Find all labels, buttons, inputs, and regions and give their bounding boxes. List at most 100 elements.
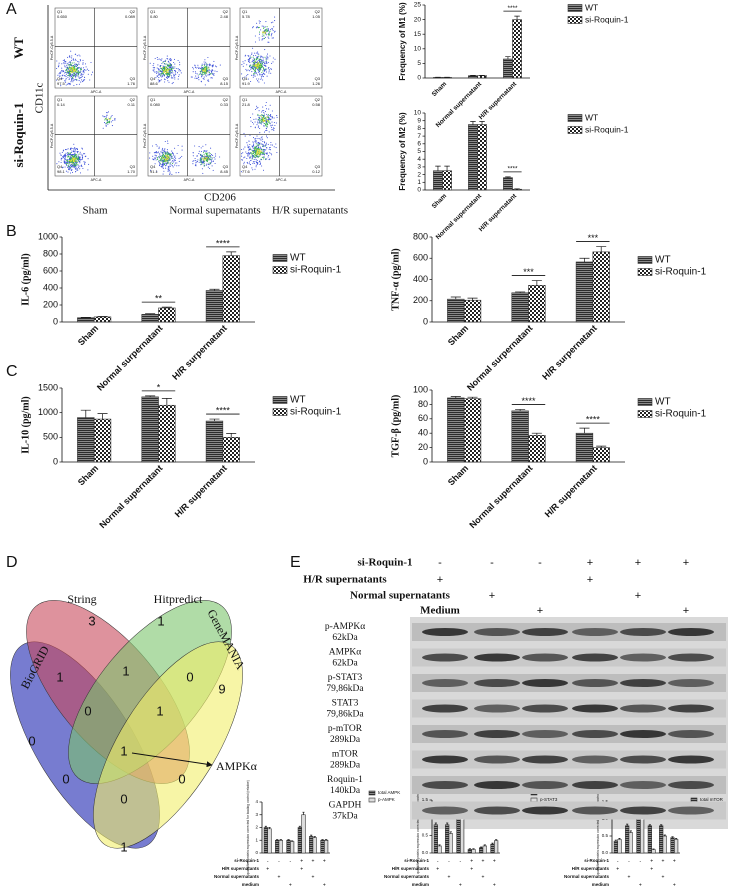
x-tick-label: H/R supernatant xyxy=(173,463,229,519)
error-bar xyxy=(470,121,476,125)
legend-swatch xyxy=(690,797,698,803)
condition-sign: + xyxy=(323,882,326,888)
condition-sign: + xyxy=(312,874,315,880)
error-bar xyxy=(435,165,441,171)
y-tick-label: 400 xyxy=(413,274,428,284)
quadrant-value: 2.48 xyxy=(220,14,229,19)
y-tick-label: 20 xyxy=(418,442,428,452)
condition-sign: + xyxy=(650,858,653,864)
band xyxy=(474,730,520,738)
bar xyxy=(460,815,465,854)
condition-label: medium xyxy=(592,882,609,887)
venn-count: 1 xyxy=(56,669,63,684)
panel-label: B xyxy=(6,223,17,240)
bar xyxy=(467,849,472,854)
error-bar xyxy=(663,834,666,836)
bar xyxy=(433,170,443,191)
bar xyxy=(662,835,667,854)
band xyxy=(522,806,568,815)
flow-dots xyxy=(162,154,210,162)
band xyxy=(668,628,714,636)
error-bar xyxy=(161,306,172,308)
error-bar xyxy=(671,836,674,838)
condition-sign: + xyxy=(662,874,665,880)
condition-sign: - xyxy=(289,858,291,864)
band xyxy=(620,781,666,789)
error-bar xyxy=(97,413,108,420)
error-bar xyxy=(145,313,156,315)
quadrant-value: 0.80 xyxy=(150,14,159,19)
quadrant-value: 0.080 xyxy=(150,102,161,107)
y-tick-label: 400 xyxy=(43,282,58,292)
bar xyxy=(479,847,484,854)
column-label: H/R supernatants xyxy=(272,205,348,217)
condition-label: si-Roquin-1 xyxy=(404,858,429,863)
band-strip xyxy=(412,674,726,692)
error-bar xyxy=(310,834,313,837)
annotation: AMPKα xyxy=(216,759,258,773)
error-bar xyxy=(648,824,651,826)
plot-x-label: APC-A xyxy=(184,90,195,94)
venn-count: 1 xyxy=(120,839,127,854)
quadrant-name: Q1 xyxy=(150,9,156,14)
error-bar xyxy=(145,395,156,397)
error-bar xyxy=(325,839,328,841)
legend-swatch xyxy=(637,410,653,418)
band-size: 79,86kDa xyxy=(326,684,364,694)
bar xyxy=(158,307,176,323)
sig-label: *** xyxy=(523,267,534,277)
error-bar xyxy=(209,288,220,291)
sig-label: **** xyxy=(216,238,231,248)
error-bar xyxy=(268,827,271,829)
column-label: Normal supernatants xyxy=(169,205,260,217)
venn-count: 0 xyxy=(120,791,127,806)
band xyxy=(620,653,666,662)
bar xyxy=(628,832,633,854)
bar xyxy=(575,261,594,323)
error-bar xyxy=(444,165,450,171)
legend-label: total mTOR xyxy=(700,797,724,802)
error-bar xyxy=(298,825,301,828)
band-size: 79,86kDa xyxy=(326,710,364,720)
plot-y-label: PerCP-Cy5-5-A xyxy=(50,123,54,148)
quadrant-value: 21.8 xyxy=(242,102,251,107)
flow-dots xyxy=(161,67,210,74)
venn-count: 9 xyxy=(218,681,225,696)
quadrant-value: 0.650 xyxy=(57,14,68,19)
bar xyxy=(278,839,283,854)
legend-swatch xyxy=(272,408,288,416)
x-tick-label: Normal surpernatant xyxy=(95,323,165,393)
condition-sign: + xyxy=(437,574,443,586)
condition-sign: - xyxy=(639,858,641,864)
quadrant-name: Q1 xyxy=(57,9,63,14)
venn-count: 0 xyxy=(62,771,69,786)
legend-label: si-Roquin-1 xyxy=(585,124,629,134)
condition-label: si-Roquin-1 xyxy=(584,858,609,863)
y-tick-label: 20 xyxy=(414,16,422,23)
bar xyxy=(463,299,482,323)
error-bar xyxy=(614,839,617,842)
row-label: WT xyxy=(11,37,26,59)
bar xyxy=(297,827,302,854)
error-bar xyxy=(438,844,441,846)
flow-dots xyxy=(68,117,111,165)
flow-plot-frame xyxy=(147,95,231,177)
band xyxy=(474,755,520,764)
y-tick-label: 0 xyxy=(423,316,428,326)
sig-label: * xyxy=(157,382,161,392)
condition-sign: - xyxy=(448,858,450,864)
band-strip xyxy=(412,776,726,794)
x-tick-label: H/R supernatant xyxy=(478,80,519,121)
plot-x-label: APC-A xyxy=(276,90,287,94)
bar xyxy=(511,292,529,323)
error-bar xyxy=(618,838,621,840)
bar xyxy=(651,849,656,854)
y-axis-label: quantified protein expression corrected … xyxy=(246,780,250,874)
legend-swatch xyxy=(368,790,376,796)
condition-sign: + xyxy=(587,574,593,586)
condition-sign: + xyxy=(289,882,292,888)
bar xyxy=(482,845,487,854)
error-bar xyxy=(449,831,452,834)
panel-label: C xyxy=(6,363,18,380)
bar xyxy=(592,251,610,323)
